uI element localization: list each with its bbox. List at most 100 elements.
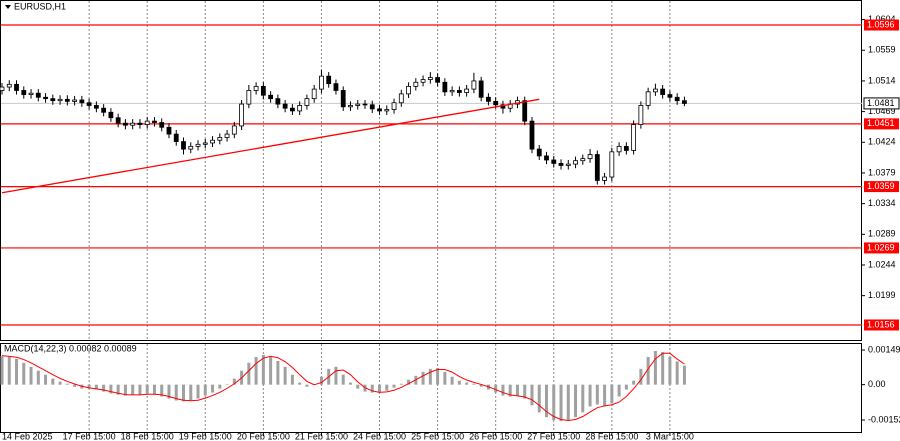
level-label-box [864,242,899,254]
macd-bar [73,384,77,387]
y-tick-label: 1.0469 [868,106,896,116]
macd-bar [668,356,672,385]
candle-body [282,103,288,109]
candle-body [289,107,295,112]
candle-body [536,148,542,157]
macd-bar [545,384,548,418]
macd-bar [36,370,40,385]
macd-bar [138,384,142,395]
candle-body [152,120,157,123]
macd-bar [457,380,461,385]
macd-bar [15,358,19,385]
candle-body [653,88,658,93]
macd-bar [160,384,164,397]
x-tick-label: 14 Feb 2025 [2,431,53,441]
candle-body [72,99,77,102]
macd-bar [682,365,686,385]
candle-body [340,90,346,108]
level-label: 1.0359 [867,181,895,191]
macd-bar [319,376,323,385]
candle-body [638,105,644,125]
candle-body [43,96,48,100]
macd-bar [254,357,258,385]
candle-body [304,98,310,106]
y-tick-label: 1.0244 [868,259,896,269]
macd-bar [508,384,512,397]
candle-body [355,103,361,106]
y-tick-label: 0.00149 [868,344,900,354]
candle-body [210,139,215,144]
macd-bar [566,384,570,421]
y-tick-label: 1.0199 [868,290,896,300]
candle-body [558,163,564,166]
macd-bar [407,379,411,385]
candle-body [616,145,622,153]
candle-body [682,100,687,104]
candle-body [101,107,107,113]
candle-body [674,96,680,102]
macd-bar [182,384,185,402]
macd-bar [102,384,106,392]
macd-bar [675,361,679,385]
x-tick-label: 26 Feb 15:00 [469,431,522,441]
macd-bar [653,350,657,385]
macd-bar [559,384,563,422]
macd-bar [29,366,33,385]
candle-body [471,80,477,90]
macd-bar [211,384,215,393]
candle-body [311,88,317,100]
candle-body [573,160,578,165]
candle-body [166,126,172,135]
macd-bar [189,384,193,401]
level-label: 1.0451 [867,118,895,128]
macd-bar [624,384,628,390]
macd-bar [421,371,425,385]
candle-body [544,155,549,161]
x-tick-label: 19 Feb 15:00 [179,431,232,441]
signal-line [1,352,685,421]
y-tick-label: -0.00152 [868,414,900,424]
candle-body [406,85,411,95]
candle-body [420,79,426,83]
macd-bar [450,376,454,385]
candle-body [333,83,339,91]
candle-body [28,92,34,95]
macd-bar [588,384,592,407]
macd-bar [595,384,599,405]
macd-bar [58,381,62,385]
candle-body [297,105,303,112]
macd-bar [632,380,636,385]
candle-body [493,100,499,106]
candle-body [0,86,5,91]
candle-body [551,159,557,164]
candle-body [427,77,433,80]
candle-body [173,133,179,142]
macd-bar [261,354,265,385]
y-tick-label: 1.0559 [868,45,896,55]
macd-bar [109,384,113,394]
macd-bar [530,384,534,406]
macd-title: MACD(14,22,3) 0.00082 0.00089 [4,343,137,353]
macd-bar [94,384,98,390]
title-icon [5,5,11,9]
candle-body [130,122,136,126]
candle-body [115,117,121,124]
macd-bar [203,384,207,396]
candle-body [645,91,651,106]
candle-body [57,98,63,102]
candle-body [181,141,186,150]
macd-bar [661,352,665,385]
candle-body [231,125,237,135]
macd-bar [334,366,338,385]
x-tick-label: 21 Feb 15:00 [295,431,348,441]
x-tick-label: 25 Feb 15:00 [411,431,464,441]
candle-body [362,103,368,106]
macd-bar [646,357,650,385]
candle-body [478,80,484,98]
macd-bar [123,384,127,396]
macd-bar [385,384,389,391]
candle-body [79,99,85,104]
macd-bar [574,384,578,418]
macd-bar [167,384,171,399]
